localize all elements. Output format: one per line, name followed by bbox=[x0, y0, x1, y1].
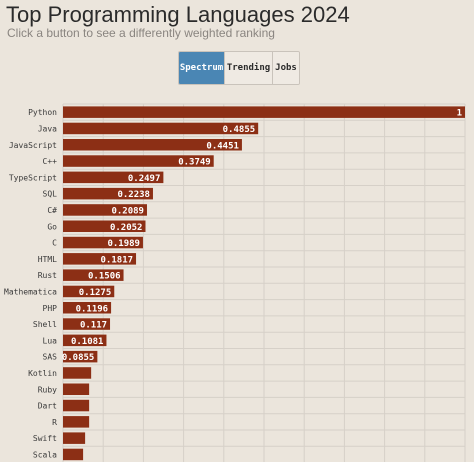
bar[interactable] bbox=[63, 155, 214, 167]
bar[interactable] bbox=[63, 236, 143, 249]
category-label: C++ bbox=[43, 157, 58, 166]
bar[interactable] bbox=[63, 253, 137, 265]
bar[interactable] bbox=[63, 171, 164, 184]
bar[interactable] bbox=[63, 448, 84, 461]
jobs-button[interactable]: Jobs bbox=[273, 52, 299, 84]
data-label: 0.2052 bbox=[110, 223, 143, 233]
category-label: Lua bbox=[43, 336, 58, 345]
category-label: Ruby bbox=[38, 385, 57, 394]
data-label: 0.2497 bbox=[128, 174, 161, 184]
category-label: R bbox=[52, 418, 57, 427]
bar[interactable] bbox=[63, 122, 259, 135]
category-label: SAS bbox=[43, 353, 58, 362]
bar[interactable] bbox=[63, 367, 92, 379]
category-label: Kotlin bbox=[28, 369, 57, 378]
bar[interactable] bbox=[63, 399, 90, 412]
spectrum-button[interactable]: Spectrum bbox=[179, 52, 225, 84]
data-label: 0.4451 bbox=[206, 141, 239, 151]
data-label: 0.1506 bbox=[88, 272, 121, 282]
data-label: 0.1989 bbox=[107, 239, 140, 249]
bar[interactable] bbox=[63, 432, 86, 444]
category-label: Shell bbox=[33, 320, 57, 329]
bar[interactable] bbox=[63, 416, 90, 428]
data-label: 1 bbox=[457, 109, 462, 119]
category-label: Scala bbox=[33, 450, 57, 459]
category-label: Python bbox=[28, 108, 57, 117]
category-label: Java bbox=[38, 124, 57, 133]
bar[interactable] bbox=[63, 318, 111, 330]
data-label: 0.1196 bbox=[76, 304, 109, 314]
category-label: Dart bbox=[38, 402, 57, 411]
data-label: 0.2089 bbox=[111, 206, 144, 216]
category-label: Mathematica bbox=[4, 287, 57, 296]
category-label: TypeScript bbox=[9, 173, 57, 182]
data-label: 0.0855 bbox=[62, 353, 95, 363]
category-label: Swift bbox=[33, 434, 57, 443]
data-label: 0.1275 bbox=[79, 288, 112, 298]
bar[interactable] bbox=[63, 383, 90, 396]
data-label: 0.3749 bbox=[178, 158, 211, 168]
data-label: 0.4855 bbox=[223, 125, 256, 135]
bar[interactable] bbox=[63, 106, 465, 118]
category-label: HTML bbox=[38, 255, 57, 264]
category-label: C# bbox=[47, 206, 57, 215]
bar[interactable] bbox=[63, 334, 107, 347]
bar[interactable] bbox=[63, 302, 112, 314]
category-label: C bbox=[52, 239, 57, 248]
bar[interactable] bbox=[63, 204, 147, 216]
bar[interactable] bbox=[63, 187, 153, 200]
data-label: 0.2238 bbox=[117, 190, 150, 200]
bar[interactable] bbox=[63, 350, 98, 363]
bar[interactable] bbox=[63, 285, 115, 298]
category-label: SQL bbox=[43, 190, 58, 199]
category-label: Go bbox=[47, 222, 57, 231]
category-label: Rust bbox=[38, 271, 57, 280]
bar[interactable] bbox=[63, 220, 146, 233]
page-title: Top Programming Languages 2024 bbox=[6, 2, 350, 27]
category-label: JavaScript bbox=[9, 141, 57, 150]
bar[interactable] bbox=[63, 269, 124, 281]
data-label: 0.117 bbox=[80, 321, 107, 331]
category-label: PHP bbox=[43, 304, 58, 313]
data-label: 0.1081 bbox=[71, 337, 104, 347]
data-label: 0.1817 bbox=[101, 255, 134, 265]
page-subtitle: Click a button to see a differently weig… bbox=[7, 26, 275, 40]
trending-button[interactable]: Trending bbox=[225, 52, 273, 84]
bar[interactable] bbox=[63, 139, 242, 151]
ranking-toggle: Spectrum Trending Jobs bbox=[178, 51, 300, 85]
